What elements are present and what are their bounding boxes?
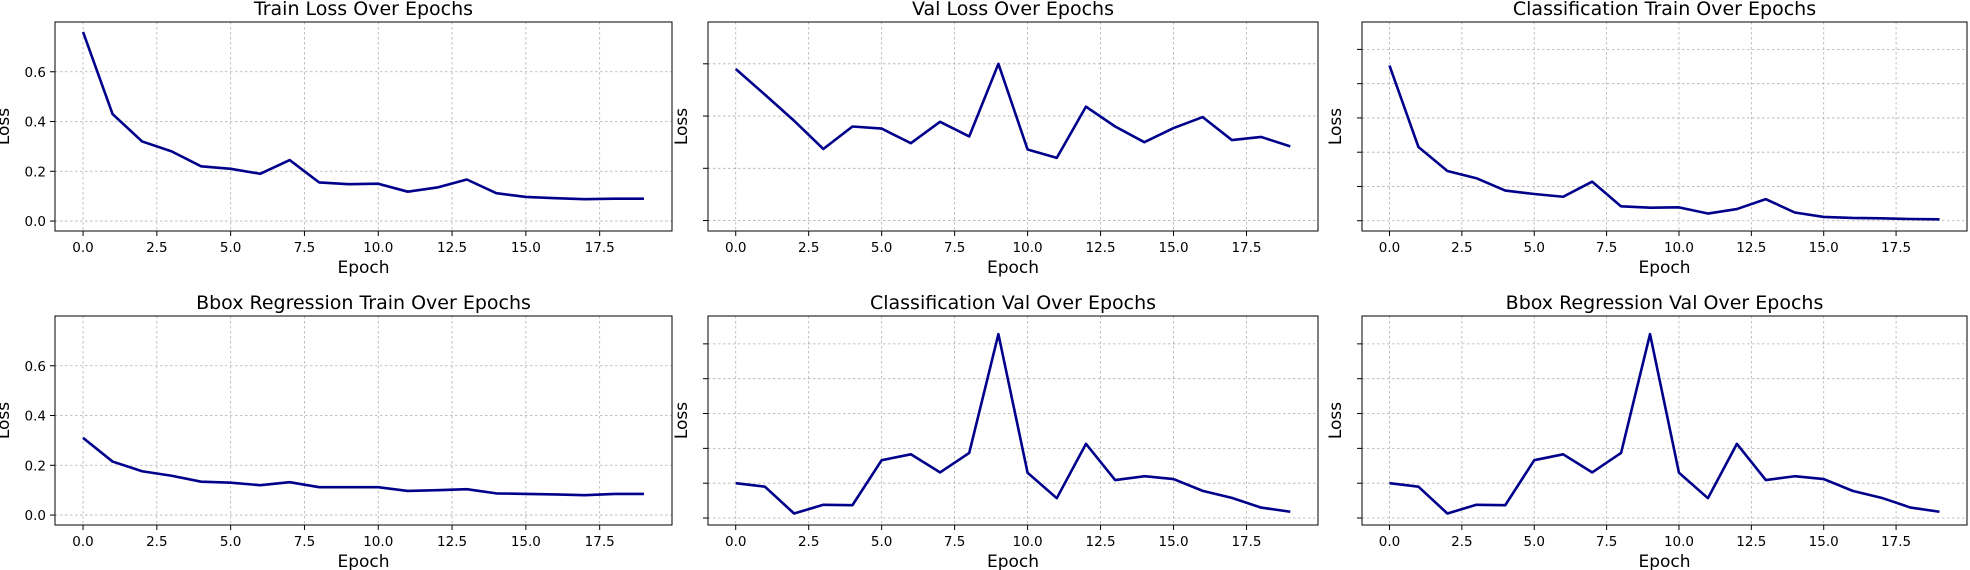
axes-frame: [54, 315, 673, 526]
series-line: [1388, 65, 1940, 221]
axes-frame: [1361, 315, 1968, 526]
x-axis-label: Epoch: [1638, 552, 1690, 570]
x-tick-label: 2.5: [1451, 240, 1472, 256]
chart-title: Val Loss Over Epochs: [912, 0, 1114, 20]
x-tick-label: 10.0: [1013, 240, 1043, 256]
x-tick-label: 10.0: [1013, 534, 1043, 550]
y-tick-label: 0.4: [25, 115, 46, 131]
x-tick-label: 7.5: [944, 534, 965, 550]
chart-panel-2: 0.0 2.5 5.0 7.5 10.0 12.5 15.0 17.5 Val Loss Ove…: [672, 0, 1319, 278]
y-tick-label: 0.6: [25, 359, 46, 375]
x-tick-label: 15.0: [511, 534, 541, 550]
x-tick-label: 5.0: [871, 240, 892, 256]
chart-panel-5: 0.0 2.5 5.0 7.5 10.0 12.5 15.0 17.5 Classificati…: [672, 292, 1319, 570]
y-tick-label: 0.0: [25, 508, 46, 524]
x-tick-label: 17.5: [585, 240, 615, 256]
x-tick-label: 12.5: [437, 240, 467, 256]
axes-frame: [707, 315, 1319, 526]
y-axis-label: Loss: [1326, 108, 1346, 145]
x-tick-label: 12.5: [1736, 240, 1766, 256]
chart-title: Bbox Regression Val Over Epochs: [1506, 292, 1824, 314]
x-tick-label: 17.5: [1881, 534, 1911, 550]
x-tick-label: 10.0: [1664, 240, 1694, 256]
x-tick-label: 2.5: [1451, 534, 1472, 550]
x-tick-label: 5.0: [220, 240, 241, 256]
x-tick-label: 17.5: [1881, 240, 1911, 256]
y-axis-label: Loss: [0, 402, 14, 439]
chart-title: Classification Train Over Epochs: [1513, 0, 1816, 20]
x-tick-label: 5.0: [220, 534, 241, 550]
x-tick-label: 5.0: [871, 534, 892, 550]
x-tick-label: 0.0: [725, 534, 746, 550]
y-tick-label: 0.6: [25, 65, 46, 81]
x-tick-label: 2.5: [146, 240, 167, 256]
axes-frame: [54, 21, 673, 232]
series-line: [1389, 332, 1940, 515]
x-tick-label: 12.5: [1086, 534, 1116, 550]
y-axis-label: Loss: [1326, 402, 1346, 439]
chart-panel-4: 0.0 2.5 5.0 7.5 10.0 12.5 15.0 17.5 0.0 0.2 0.4 0.6…: [0, 292, 673, 570]
x-tick-label: 12.5: [1736, 534, 1766, 550]
x-axis-label: Epoch: [337, 258, 389, 278]
axes-frame: [707, 21, 1319, 232]
x-tick-label: 0.0: [725, 240, 746, 256]
y-axis-label: Loss: [672, 402, 692, 439]
x-axis-label: Epoch: [987, 552, 1039, 570]
x-tick-label: 15.0: [1158, 240, 1188, 256]
x-tick-label: 7.5: [1596, 534, 1617, 550]
x-tick-label: 7.5: [1596, 240, 1617, 256]
y-tick-label: 0.2: [25, 164, 46, 180]
x-tick-label: 2.5: [146, 534, 167, 550]
x-tick-label: 12.5: [437, 534, 467, 550]
x-tick-label: 12.5: [1086, 240, 1116, 256]
x-tick-label: 10.0: [1664, 534, 1694, 550]
x-tick-label: 17.5: [585, 534, 615, 550]
chart-title: Train Loss Over Epochs: [253, 0, 473, 20]
series-line: [734, 62, 1291, 160]
chart-title: Bbox Regression Train Over Epochs: [196, 292, 531, 314]
x-tick-label: 7.5: [294, 240, 315, 256]
x-tick-label: 0.0: [1379, 534, 1400, 550]
chart-panel-1: 0.0 2.5 5.0 7.5 10.0 12.5 15.0 17.5 0.0 0.2 0.4 0.6…: [0, 0, 673, 278]
chart-title: Classification Val Over Epochs: [870, 292, 1156, 314]
x-tick-label: 5.0: [1523, 240, 1544, 256]
x-tick-label: 10.0: [363, 534, 393, 550]
x-tick-label: 7.5: [294, 534, 315, 550]
x-axis-label: Epoch: [1638, 258, 1690, 278]
chart-panel-3: 0.0 2.5 5.0 7.5 10.0 12.5 15.0 17.5 Classificati…: [1326, 0, 1968, 278]
y-axis-label: Loss: [0, 108, 14, 145]
x-tick-label: 10.0: [363, 240, 393, 256]
x-tick-label: 15.0: [1158, 534, 1188, 550]
x-tick-label: 15.0: [1809, 240, 1839, 256]
x-axis-label: Epoch: [337, 552, 389, 570]
x-tick-label: 17.5: [1231, 240, 1261, 256]
series-line: [81, 31, 644, 201]
axes-frame: [1361, 21, 1968, 232]
x-tick-label: 2.5: [798, 534, 819, 550]
y-axis-label: Loss: [672, 108, 692, 145]
x-tick-label: 0.0: [1379, 240, 1400, 256]
y-tick-label: 0.4: [25, 409, 46, 425]
y-tick-label: 0.2: [25, 458, 46, 474]
x-tick-label: 0.0: [72, 240, 93, 256]
x-tick-label: 7.5: [944, 240, 965, 256]
x-tick-label: 17.5: [1231, 534, 1261, 550]
chart-panel-6: 0.0 2.5 5.0 7.5 10.0 12.5 15.0 17.5 Bbox Regress…: [1326, 292, 1968, 570]
x-tick-label: 5.0: [1523, 534, 1544, 550]
x-tick-label: 15.0: [511, 240, 541, 256]
series-line: [735, 332, 1291, 515]
x-axis-label: Epoch: [987, 258, 1039, 278]
x-tick-label: 15.0: [1809, 534, 1839, 550]
x-tick-label: 0.0: [72, 534, 93, 550]
series-line: [82, 436, 644, 497]
x-tick-label: 2.5: [798, 240, 819, 256]
y-tick-label: 0.0: [25, 214, 46, 230]
